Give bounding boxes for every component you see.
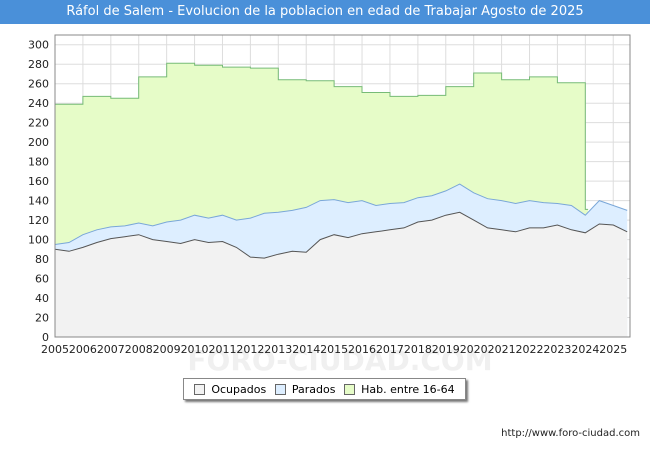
legend-swatch-hab <box>344 383 356 395</box>
x-tick-label-2017: 2017 <box>376 343 404 356</box>
parados-line <box>54 183 628 245</box>
x-tick-label-2015: 2015 <box>320 343 348 356</box>
ocupados-area <box>55 212 628 337</box>
y-tick-label-160: 160 <box>28 175 49 188</box>
source-url: http://www.foro-ciudad.com <box>501 428 640 439</box>
legend-item-parados: Parados <box>274 382 336 396</box>
watermark: FORO-CIUDAD.COM <box>187 344 492 377</box>
x-tick-label-2022: 2022 <box>516 343 544 356</box>
x-tick-label-2005: 2005 <box>41 343 69 356</box>
x-tick-label-2018: 2018 <box>404 343 432 356</box>
legend-swatch-parados <box>274 383 286 395</box>
x-tick-label-2010: 2010 <box>181 343 209 356</box>
x-tick-label-2016: 2016 <box>348 343 376 356</box>
x-tick-label-2025: 2025 <box>599 343 627 356</box>
y-tick-label-20: 20 <box>35 312 49 325</box>
x-tick-label-2023: 2023 <box>543 343 571 356</box>
legend-label-hab: Hab. entre 16-64 <box>361 382 455 396</box>
legend-item-hab: Hab. entre 16-64 <box>344 383 455 396</box>
y-tick-label-260: 260 <box>28 78 49 91</box>
y-tick-label-100: 100 <box>28 234 49 247</box>
legend: Ocupados Parados Hab. entre 16-64 <box>183 378 466 400</box>
legend-label-parados: Parados <box>291 382 336 396</box>
y-tick-label-220: 220 <box>28 117 49 130</box>
y-tick-label-200: 200 <box>28 136 49 149</box>
x-tick-label-2006: 2006 <box>69 343 97 356</box>
legend-swatch-ocupados <box>194 383 206 395</box>
x-tick-label-2008: 2008 <box>125 343 153 356</box>
x-tick-label-2013: 2013 <box>264 343 292 356</box>
hab-line <box>55 62 589 210</box>
y-tick-label-80: 80 <box>35 253 49 266</box>
x-tick-label-2024: 2024 <box>571 343 599 356</box>
x-tick-label-2019: 2019 <box>432 343 460 356</box>
y-tick-label-180: 180 <box>28 156 49 169</box>
y-tick-label-40: 40 <box>35 292 49 305</box>
y-tick-label-280: 280 <box>28 58 49 71</box>
ocupados-line <box>54 211 628 259</box>
legend-label-ocupados: Ocupados <box>211 382 267 396</box>
y-tick-label-0: 0 <box>42 331 49 344</box>
legend-item-ocupados: Ocupados <box>194 383 266 396</box>
x-tick-label-2009: 2009 <box>153 343 181 356</box>
y-tick-label-120: 120 <box>28 214 49 227</box>
y-tick-label-240: 240 <box>28 97 49 110</box>
plot-frame <box>54 34 631 338</box>
x-tick-label-2021: 2021 <box>488 343 516 356</box>
y-tick-label-60: 60 <box>35 273 49 286</box>
x-tick-label-2007: 2007 <box>97 343 125 356</box>
x-tick-label-2014: 2014 <box>292 343 320 356</box>
x-tick-label-2020: 2020 <box>460 343 488 356</box>
x-tick-label-2011: 2011 <box>208 343 236 356</box>
y-tick-label-300: 300 <box>28 39 49 52</box>
y-tick-label-140: 140 <box>28 195 49 208</box>
chart-title: Ráfol de Salem - Evolucion de la poblaci… <box>0 0 650 24</box>
x-tick-label-2012: 2012 <box>236 343 264 356</box>
